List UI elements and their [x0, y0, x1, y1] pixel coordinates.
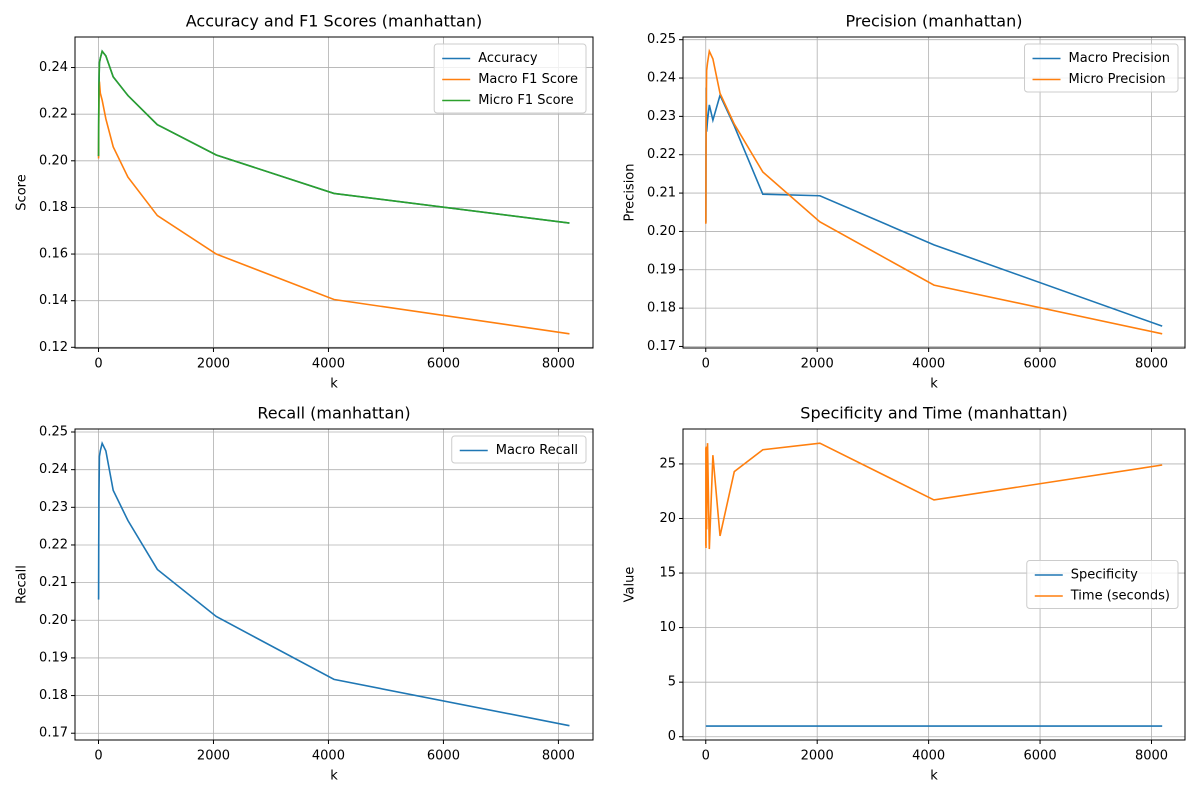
- y-tick-label: 0.24: [647, 71, 676, 86]
- y-tick-label: 10: [659, 620, 676, 635]
- series-line: [97, 440, 570, 727]
- plot-area: [705, 48, 1163, 335]
- x-tick-label: 0: [702, 749, 710, 764]
- x-tick-label: 6000: [1024, 749, 1057, 764]
- axes-frame: [682, 36, 1186, 349]
- legend-box: [433, 43, 587, 114]
- x-tick-label: 8000: [542, 749, 575, 764]
- y-tick-label: 0.20: [39, 153, 68, 168]
- y-tick-label: 0.14: [39, 293, 68, 308]
- x-tick-label: 6000: [1024, 357, 1057, 372]
- y-tick-label: 15: [659, 566, 676, 581]
- y-axis-label: Recall: [15, 565, 30, 604]
- y-tick-label: 0.22: [647, 147, 676, 162]
- plot-area: [97, 49, 570, 335]
- legend: Accuracy Macro F1 Score Micro F1 Score: [433, 43, 587, 114]
- series-line: [705, 87, 1163, 327]
- y-tick-label: 0.19: [647, 262, 676, 277]
- plot-area: [705, 442, 1163, 727]
- legend-box: [1024, 43, 1179, 93]
- y-axis-label: Precision: [623, 163, 638, 221]
- series-line: [97, 49, 570, 224]
- plot-area: [97, 440, 570, 727]
- subplot: 0 2000 4000 6000 8000 0.17 0.18 0.19 0.20 0.21 0.2…: [15, 404, 594, 784]
- chart-title: Precision (manhattan): [846, 12, 1023, 31]
- y-tick-label: 20: [659, 511, 676, 526]
- legend-label: Accuracy: [478, 51, 538, 66]
- x-tick-label: 6000: [427, 749, 460, 764]
- x-tick-label: 0: [94, 357, 102, 372]
- x-tick-label: 4000: [312, 357, 345, 372]
- legend-label: Specificity: [1071, 568, 1138, 583]
- y-tick-label: 0.12: [39, 340, 68, 355]
- y-tick-label: 0: [668, 729, 676, 744]
- y-tick-label: 0.21: [647, 186, 676, 201]
- x-axis-label: k: [330, 769, 338, 784]
- x-tick-label: 4000: [912, 357, 945, 372]
- series-line: [705, 48, 1163, 335]
- legend: Specificity Time (seconds): [1026, 560, 1179, 609]
- y-tick-label: 0.20: [647, 224, 676, 239]
- x-tick-label: 2000: [197, 749, 230, 764]
- y-tick-label: 0.22: [39, 537, 68, 552]
- legend: Macro Precision Micro Precision: [1024, 43, 1179, 93]
- y-tick-label: 0.25: [39, 425, 68, 440]
- legend-box: [1026, 560, 1179, 609]
- legend-label: Micro F1 Score: [478, 93, 573, 108]
- x-tick-label: 2000: [197, 357, 230, 372]
- legend: Macro Recall: [451, 435, 587, 464]
- x-tick-label: 4000: [912, 749, 945, 764]
- subplot: 0 2000 4000 6000 8000 0.12 0.14 0.16 0.18 0.20 0.2…: [15, 12, 594, 392]
- y-tick-label: 5: [668, 675, 676, 690]
- y-tick-label: 0.18: [39, 688, 68, 703]
- y-tick-label: 0.20: [39, 613, 68, 628]
- legend-box: [451, 435, 587, 464]
- y-tick-label: 0.22: [39, 107, 68, 122]
- y-tick-label: 0.17: [647, 339, 676, 354]
- x-tick-label: 8000: [542, 357, 575, 372]
- x-axis-label: k: [330, 377, 338, 392]
- x-tick-label: 4000: [312, 749, 345, 764]
- x-tick-label: 8000: [1135, 749, 1168, 764]
- series-line: [705, 442, 1163, 550]
- chart-title: Accuracy and F1 Scores (manhattan): [186, 12, 482, 31]
- y-tick-label: 0.21: [39, 575, 68, 590]
- y-tick-label: 0.23: [647, 109, 676, 124]
- subplot: 0 2000 4000 6000 8000 0 5 10 15 20 25 Specificity a…: [623, 404, 1186, 784]
- x-tick-label: 2000: [801, 749, 834, 764]
- legend-label: Micro Precision: [1069, 72, 1166, 87]
- x-tick-label: 0: [702, 357, 710, 372]
- y-axis-label: Value: [623, 567, 638, 603]
- y-tick-label: 0.19: [39, 650, 68, 665]
- y-tick-label: 0.16: [39, 247, 68, 262]
- axes-frame: [74, 428, 594, 741]
- y-tick-label: 0.23: [39, 500, 68, 515]
- subplot: 0 2000 4000 6000 8000 0.17 0.18 0.19 0.20 0.21 0.2…: [623, 12, 1186, 392]
- y-axis-label: Score: [15, 174, 30, 210]
- y-tick-label: 0.18: [39, 200, 68, 215]
- x-tick-label: 8000: [1135, 357, 1168, 372]
- legend-label: Macro Recall: [496, 443, 578, 458]
- legend-label: Time (seconds): [1070, 589, 1170, 604]
- y-tick-label: 25: [659, 456, 676, 471]
- chart-title: Recall (manhattan): [257, 404, 410, 423]
- chart-title: Specificity and Time (manhattan): [800, 404, 1067, 423]
- x-axis-label: k: [930, 769, 938, 784]
- legend-label: Macro F1 Score: [478, 72, 578, 87]
- x-tick-label: 0: [94, 749, 102, 764]
- x-tick-label: 6000: [427, 357, 460, 372]
- legend-label: Macro Precision: [1069, 51, 1170, 66]
- y-tick-label: 0.25: [647, 32, 676, 47]
- x-axis-label: k: [930, 377, 938, 392]
- y-tick-label: 0.24: [39, 462, 68, 477]
- y-tick-label: 0.24: [39, 60, 68, 75]
- axes-frame: [74, 36, 594, 349]
- y-tick-label: 0.17: [39, 726, 68, 741]
- axes-frame: [682, 428, 1186, 741]
- x-tick-label: 2000: [801, 357, 834, 372]
- y-tick-label: 0.18: [647, 301, 676, 316]
